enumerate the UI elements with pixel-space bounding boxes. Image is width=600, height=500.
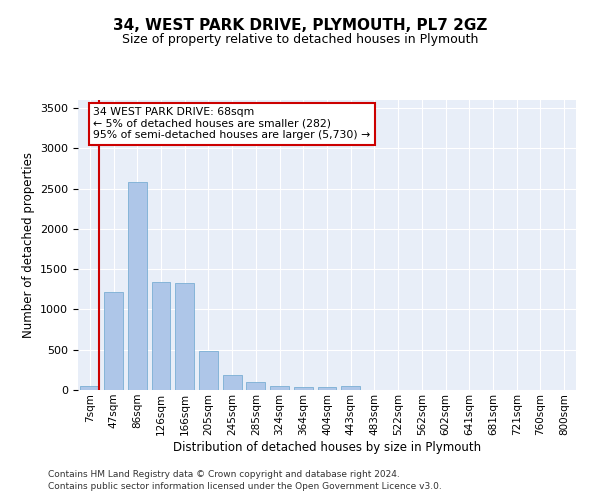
Text: 34 WEST PARK DRIVE: 68sqm
← 5% of detached houses are smaller (282)
95% of semi-: 34 WEST PARK DRIVE: 68sqm ← 5% of detach… bbox=[93, 108, 370, 140]
Bar bbox=[317, 387, 337, 390]
Bar bbox=[128, 182, 147, 390]
Text: Size of property relative to detached houses in Plymouth: Size of property relative to detached ho… bbox=[122, 32, 478, 46]
Text: Contains public sector information licensed under the Open Government Licence v3: Contains public sector information licen… bbox=[48, 482, 442, 491]
Text: Contains HM Land Registry data © Crown copyright and database right 2024.: Contains HM Land Registry data © Crown c… bbox=[48, 470, 400, 479]
Text: 34, WEST PARK DRIVE, PLYMOUTH, PL7 2GZ: 34, WEST PARK DRIVE, PLYMOUTH, PL7 2GZ bbox=[113, 18, 487, 32]
Bar bbox=[199, 350, 218, 390]
Text: Distribution of detached houses by size in Plymouth: Distribution of detached houses by size … bbox=[173, 441, 481, 454]
Bar bbox=[341, 386, 360, 390]
Bar bbox=[80, 386, 100, 390]
Bar bbox=[247, 382, 265, 390]
Bar bbox=[270, 386, 289, 390]
Bar bbox=[104, 292, 123, 390]
Bar bbox=[223, 375, 242, 390]
Bar bbox=[175, 283, 194, 390]
Bar bbox=[294, 387, 313, 390]
Y-axis label: Number of detached properties: Number of detached properties bbox=[22, 152, 35, 338]
Bar bbox=[152, 282, 170, 390]
